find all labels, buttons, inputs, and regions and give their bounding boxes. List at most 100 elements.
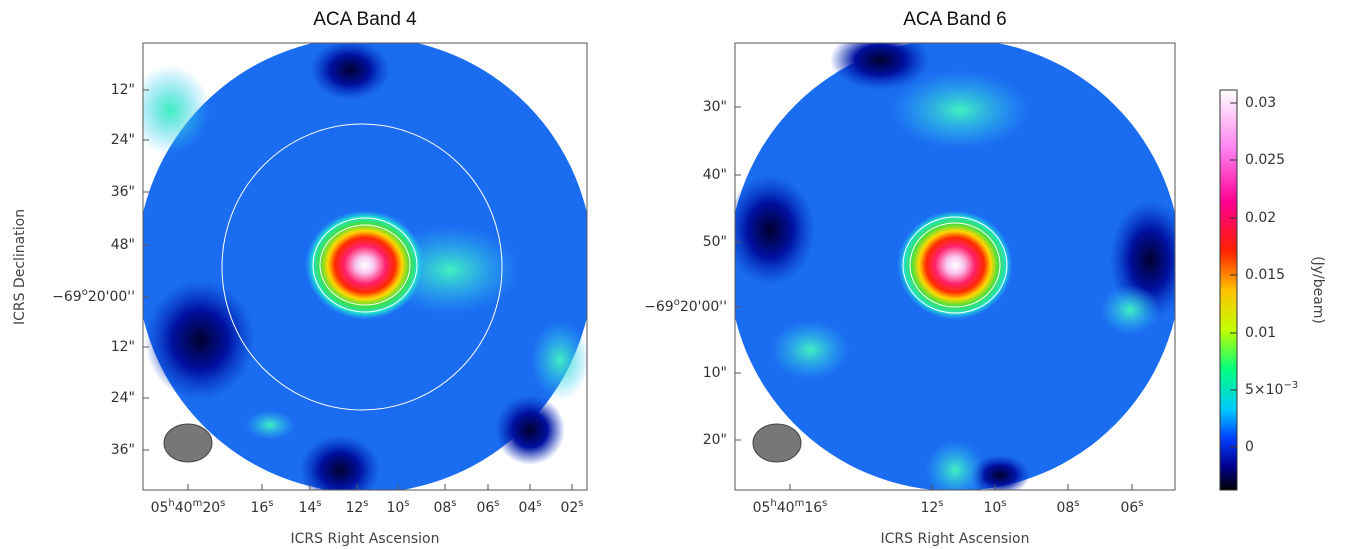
frame	[142, 42, 588, 491]
label-part: o	[82, 287, 88, 298]
label-part: s	[536, 498, 541, 509]
colorbar-tick-label: 0.01	[1245, 325, 1276, 341]
label-part: 20'00''	[680, 299, 727, 315]
label-part: 36"	[111, 442, 135, 458]
label-part: −69	[52, 289, 82, 305]
label-part: 16	[250, 500, 268, 516]
label-part: 10	[386, 500, 404, 516]
label-part: 0.015	[1245, 267, 1285, 283]
label-part: 14	[298, 500, 316, 516]
x-tick-label: 05h40m20s	[151, 498, 226, 517]
label-part: s	[316, 498, 321, 509]
colorbar-tick-label: 0.03	[1245, 95, 1276, 111]
label-part: 12	[920, 500, 938, 516]
panel-title: ACA Band 4	[313, 9, 417, 30]
colorbar-tick-label: 5×10−3	[1245, 380, 1298, 399]
label-part: 06	[476, 500, 494, 516]
colorbar-tick-label: 0	[1245, 439, 1254, 455]
label-part: s	[938, 498, 943, 509]
y-tick-label: 20"	[703, 432, 727, 448]
label-part: 0.01	[1245, 325, 1276, 341]
label-part: h	[168, 498, 174, 509]
label-part: s	[220, 498, 225, 509]
label-part: 20'00''	[88, 289, 135, 305]
label-part: 50"	[703, 234, 727, 250]
x-tick-label: 16s	[250, 498, 273, 517]
y-tick-label: −69o20'00''	[52, 287, 135, 306]
label-part: 12	[345, 500, 363, 516]
label-part: s	[451, 498, 456, 509]
x-tick-label: 12s	[920, 498, 943, 517]
frame	[734, 42, 1176, 491]
y-tick-label: 12"	[111, 339, 135, 355]
x-tick-label: 06s	[476, 498, 499, 517]
label-part: 30"	[703, 99, 727, 115]
label-part: 5×10	[1245, 382, 1283, 398]
x-axis-label: ICRS Right Ascension	[881, 531, 1030, 547]
label-part: 08	[1056, 500, 1074, 516]
label-part: m	[795, 498, 805, 509]
colorbar-tick-label: 0.02	[1245, 210, 1276, 226]
label-part: 10"	[703, 365, 727, 381]
label-part: s	[822, 498, 827, 509]
label-part: 40"	[703, 167, 727, 183]
label-part: 40	[175, 500, 193, 516]
label-part: 48"	[111, 237, 135, 253]
label-part: m	[193, 498, 203, 509]
colorbar-label: (Jy/beam)	[1310, 256, 1326, 324]
label-part: 20"	[703, 432, 727, 448]
y-tick-label: 50"	[703, 234, 727, 250]
y-tick-label: 24"	[111, 132, 135, 148]
label-part: s	[1001, 498, 1006, 509]
label-part: 12"	[111, 82, 135, 98]
label-part: 0.03	[1245, 95, 1276, 111]
panel-title: ACA Band 6	[903, 9, 1007, 30]
label-part: s	[268, 498, 273, 509]
label-part: s	[404, 498, 409, 509]
x-tick-label: 08s	[1056, 498, 1079, 517]
label-part: 20	[202, 500, 220, 516]
label-part: 16	[804, 500, 822, 516]
colorbar-tick-label: 0.015	[1245, 267, 1285, 283]
label-part: 0.02	[1245, 210, 1276, 226]
x-tick-label: 02s	[560, 498, 583, 517]
x-tick-label: 04s	[518, 498, 541, 517]
x-tick-label: 14s	[298, 498, 321, 517]
label-part: −3	[1283, 380, 1298, 391]
label-part: 24"	[111, 132, 135, 148]
x-tick-label: 12s	[345, 498, 368, 517]
label-part: 05	[753, 500, 771, 516]
label-part: 24"	[111, 390, 135, 406]
y-axis-label: ICRS Declination	[12, 209, 28, 325]
x-tick-label: 08s	[433, 498, 456, 517]
y-tick-label: 36"	[111, 442, 135, 458]
label-part: 40	[777, 500, 795, 516]
label-part: −69	[644, 299, 674, 315]
label-part: 04	[518, 500, 536, 516]
label-part: 06	[1120, 500, 1138, 516]
x-tick-label: 10s	[386, 498, 409, 517]
colorbar-tick-label: 0.025	[1245, 152, 1285, 168]
label-part: 10	[983, 500, 1001, 516]
colorbar	[1219, 89, 1238, 491]
label-part: s	[578, 498, 583, 509]
label-part: 0	[1245, 439, 1254, 455]
y-tick-label: 24"	[111, 390, 135, 406]
label-part: h	[770, 498, 776, 509]
x-tick-label: 10s	[983, 498, 1006, 517]
label-part: s	[1138, 498, 1143, 509]
y-tick-label: 10"	[703, 365, 727, 381]
label-part: o	[674, 297, 680, 308]
y-tick-label: 36"	[111, 184, 135, 200]
x-tick-label: 06s	[1120, 498, 1143, 517]
label-part: s	[494, 498, 499, 509]
map-band4	[143, 43, 587, 490]
y-tick-label: 40"	[703, 167, 727, 183]
label-part: 05	[151, 500, 169, 516]
label-part: 0.025	[1245, 152, 1285, 168]
y-tick-label: −69o20'00''	[644, 297, 727, 316]
label-part: s	[363, 498, 368, 509]
x-axis-label: ICRS Right Ascension	[291, 531, 440, 547]
x-tick-label: 05h40m16s	[753, 498, 828, 517]
